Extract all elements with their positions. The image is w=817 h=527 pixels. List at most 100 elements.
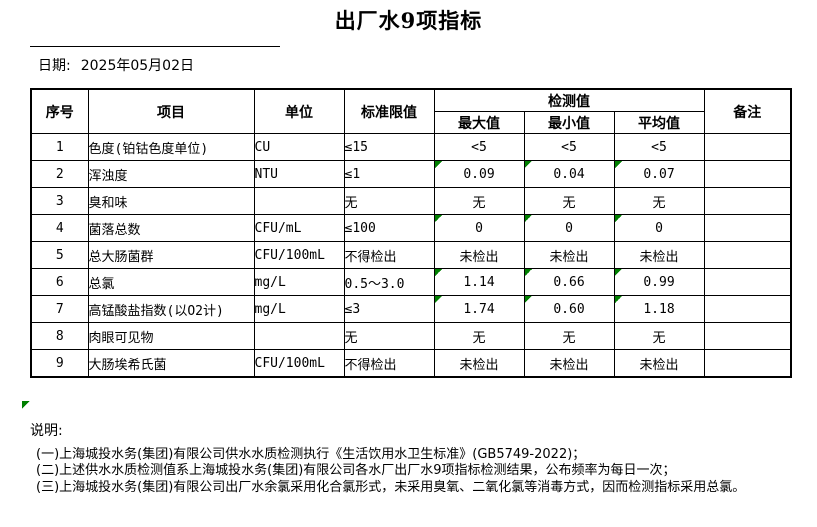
cell-min: 无 bbox=[523, 187, 615, 215]
page-title: 出厂水9项指标 bbox=[334, 8, 483, 33]
cell-min: 0 bbox=[523, 214, 615, 242]
cell-no: 8 bbox=[30, 322, 89, 350]
cell-remark bbox=[703, 241, 792, 269]
cell-min: 0.60 bbox=[523, 295, 615, 323]
cell-avg: 0.99 bbox=[613, 268, 705, 296]
cell-limit: 0.5～3.0 bbox=[343, 268, 435, 296]
header-min: 最小值 bbox=[523, 111, 615, 134]
cell-no: 4 bbox=[30, 214, 89, 242]
cell-item: 浑浊度 bbox=[87, 160, 255, 188]
cell-max: 未检出 bbox=[433, 349, 525, 378]
cell-max: 无 bbox=[433, 322, 525, 350]
cell-item: 大肠埃希氏菌 bbox=[87, 349, 255, 378]
table-row: 7 高锰酸盐指数(以O2计) mg/L ≤3 1.74 0.60 1.18 bbox=[30, 295, 792, 323]
cell-remark bbox=[703, 268, 792, 296]
table-header: 序号 项目 单位 标准限值 检测值 备注 最大值 最小值 平均值 bbox=[30, 88, 792, 134]
date-label: 日期: bbox=[38, 58, 71, 74]
cell-limit: 无 bbox=[343, 322, 435, 350]
cell-limit: ≤3 bbox=[343, 295, 435, 323]
cell-limit: 不得检出 bbox=[343, 349, 435, 378]
cell-unit: CFU/100mL bbox=[253, 241, 345, 269]
green-flag-icon bbox=[22, 401, 30, 409]
cell-avg: 1.18 bbox=[613, 295, 705, 323]
table-row: 4 菌落总数 CFU/mL ≤100 0 0 0 bbox=[30, 214, 792, 242]
cell-unit: mg/L bbox=[253, 268, 345, 296]
cell-unit: mg/L bbox=[253, 295, 345, 323]
table-row: 1 色度(铂钴色度单位) CU ≤15 <5 <5 <5 bbox=[30, 133, 792, 161]
cell-limit: ≤15 bbox=[343, 133, 435, 161]
table-row: 8 肉眼可见物 无 无 无 无 bbox=[30, 322, 792, 350]
cell-no: 9 bbox=[30, 349, 89, 378]
note-line: (二)上述供水水质检测值系上海城投水务(集团)有限公司各水厂出厂水9项指标检测结… bbox=[36, 463, 676, 479]
table-row: 2 浑浊度 NTU ≤1 0.09 0.04 0.07 bbox=[30, 160, 792, 188]
cell-min: 未检出 bbox=[523, 349, 615, 378]
cell-avg: <5 bbox=[613, 133, 705, 161]
cell-unit bbox=[253, 187, 345, 215]
cell-min: 0.66 bbox=[523, 268, 615, 296]
cell-max: <5 bbox=[433, 133, 525, 161]
cell-max: 0.09 bbox=[433, 160, 525, 188]
cell-min: 0.04 bbox=[523, 160, 615, 188]
date-row: 日期: 2025年05月02日 bbox=[30, 46, 280, 75]
cell-min: <5 bbox=[523, 133, 615, 161]
cell-item: 菌落总数 bbox=[87, 214, 255, 242]
cell-max: 1.74 bbox=[433, 295, 525, 323]
cell-item: 色度(铂钴色度单位) bbox=[87, 133, 255, 161]
date-value: 2025年05月02日 bbox=[80, 58, 194, 74]
header-item: 项目 bbox=[87, 88, 255, 134]
cell-max: 0 bbox=[433, 214, 525, 242]
table-row: 3 臭和味 无 无 无 无 bbox=[30, 187, 792, 215]
cell-remark bbox=[703, 295, 792, 323]
header-max: 最大值 bbox=[433, 111, 525, 134]
note-line: (一)上海城投水务(集团)有限公司供水水质检测执行《生活饮用水卫生标准》(GB5… bbox=[36, 447, 586, 462]
cell-avg: 无 bbox=[613, 322, 705, 350]
header-limit: 标准限值 bbox=[343, 88, 435, 134]
cell-remark bbox=[703, 349, 792, 378]
cell-max: 无 bbox=[433, 187, 525, 215]
cell-remark bbox=[703, 214, 792, 242]
note-line: (三)上海城投水务(集团)有限公司出厂水余氯采用化合氯形式，未采用臭氧、二氧化氯… bbox=[36, 479, 746, 495]
table-row: 6 总氯 mg/L 0.5～3.0 1.14 0.66 0.99 bbox=[30, 268, 792, 296]
cell-item: 臭和味 bbox=[87, 187, 255, 215]
cell-unit bbox=[253, 322, 345, 350]
table-row: 9 大肠埃希氏菌 CFU/100mL 不得检出 未检出 未检出 未检出 bbox=[30, 349, 792, 378]
cell-avg: 未检出 bbox=[613, 241, 705, 269]
cell-avg: 0.07 bbox=[613, 160, 705, 188]
cell-remark bbox=[703, 133, 792, 161]
cell-item: 肉眼可见物 bbox=[87, 322, 255, 350]
cell-remark bbox=[703, 187, 792, 215]
cell-item: 总氯 bbox=[87, 268, 255, 296]
water-quality-table: 序号 项目 单位 标准限值 检测值 备注 最大值 最小值 平均值 1 色度(铂钴… bbox=[30, 88, 793, 378]
cell-limit: 不得检出 bbox=[343, 241, 435, 269]
cell-remark bbox=[703, 322, 792, 350]
cell-limit: 无 bbox=[343, 187, 435, 215]
cell-no: 6 bbox=[30, 268, 89, 296]
notes-label: 说明: bbox=[30, 423, 63, 439]
header-unit: 单位 bbox=[253, 88, 345, 134]
cell-limit: ≤100 bbox=[343, 214, 435, 242]
cell-max: 1.14 bbox=[433, 268, 525, 296]
cell-item: 总大肠菌群 bbox=[87, 241, 255, 269]
cell-unit: NTU bbox=[253, 160, 345, 188]
cell-avg: 0 bbox=[613, 214, 705, 242]
cell-unit: CFU/mL bbox=[253, 214, 345, 242]
header-remark: 备注 bbox=[703, 88, 792, 134]
header-detection-group: 检测值 bbox=[433, 88, 705, 112]
cell-max: 未检出 bbox=[433, 241, 525, 269]
cell-min: 无 bbox=[523, 322, 615, 350]
header-avg: 平均值 bbox=[613, 111, 705, 134]
header-index: 序号 bbox=[30, 88, 89, 134]
cell-avg: 未检出 bbox=[613, 349, 705, 378]
cell-no: 3 bbox=[30, 187, 89, 215]
cell-unit: CFU/100mL bbox=[253, 349, 345, 378]
cell-limit: ≤1 bbox=[343, 160, 435, 188]
table-row: 5 总大肠菌群 CFU/100mL 不得检出 未检出 未检出 未检出 bbox=[30, 241, 792, 269]
cell-no: 7 bbox=[30, 295, 89, 323]
cell-item: 高锰酸盐指数(以O2计) bbox=[87, 295, 255, 323]
cell-remark bbox=[703, 160, 792, 188]
cell-unit: CU bbox=[253, 133, 345, 161]
cell-no: 5 bbox=[30, 241, 89, 269]
cell-no: 2 bbox=[30, 160, 89, 188]
notes-section: (一)上海城投水务(集团)有限公司供水水质检测执行《生活饮用水卫生标准》(GB5… bbox=[36, 447, 806, 496]
cell-no: 1 bbox=[30, 133, 89, 161]
